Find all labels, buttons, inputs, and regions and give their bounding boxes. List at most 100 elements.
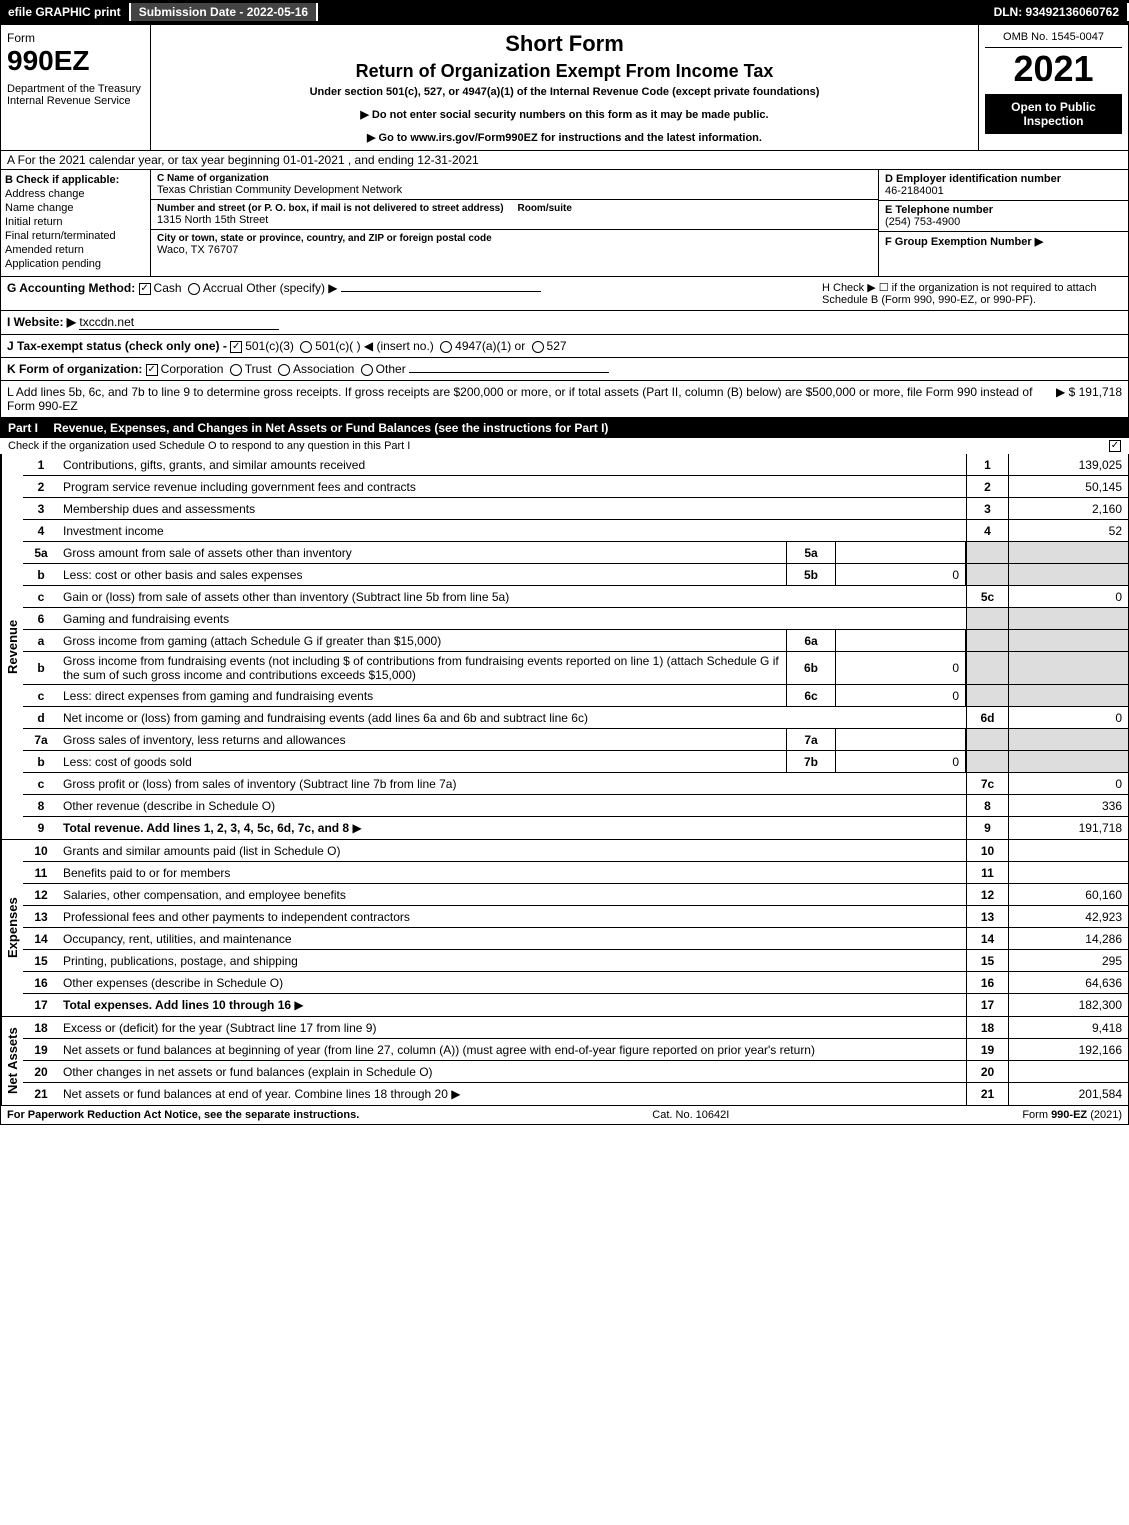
submission-date: Submission Date - 2022-05-16 bbox=[131, 3, 318, 21]
line-5c: cGain or (loss) from sale of assets othe… bbox=[23, 586, 1128, 608]
e-label: E Telephone number bbox=[885, 204, 1122, 216]
line-18: 18Excess or (deficit) for the year (Subt… bbox=[23, 1017, 1128, 1039]
line-6a: aGross income from gaming (attach Schedu… bbox=[23, 630, 1128, 652]
cat-net-assets: Net Assets bbox=[1, 1017, 23, 1105]
other-org-input[interactable] bbox=[409, 372, 609, 373]
row-j-tax-exempt: J Tax-exempt status (check only one) - ✓… bbox=[0, 335, 1129, 358]
part1-subheader: Check if the organization used Schedule … bbox=[0, 438, 1129, 454]
line-6: 6Gaming and fundraising events bbox=[23, 608, 1128, 630]
title-return: Return of Organization Exempt From Incom… bbox=[157, 61, 972, 82]
row-l-gross-receipts: L Add lines 5b, 6c, and 7b to line 9 to … bbox=[0, 381, 1129, 418]
cb-association[interactable] bbox=[278, 364, 290, 376]
col-d-e-f: D Employer identification number 46-2184… bbox=[878, 170, 1128, 276]
dln: DLN: 93492136060762 bbox=[986, 3, 1129, 21]
omb-number: OMB No. 1545-0047 bbox=[985, 31, 1122, 48]
line-4: 4Investment income452 bbox=[23, 520, 1128, 542]
line-11: 11Benefits paid to or for members11 bbox=[23, 862, 1128, 884]
cb-name-change[interactable]: Name change bbox=[5, 202, 146, 214]
title-short-form: Short Form bbox=[157, 31, 972, 57]
note-link[interactable]: ▶ Go to www.irs.gov/Form990EZ for instru… bbox=[157, 131, 972, 144]
line-1: 1Contributions, gifts, grants, and simil… bbox=[23, 454, 1128, 476]
org-address: 1315 North 15th Street bbox=[157, 214, 872, 226]
cb-501c3[interactable]: ✓ bbox=[230, 341, 242, 353]
form-header: Form 990EZ Department of the Treasury In… bbox=[0, 24, 1129, 151]
website-value[interactable]: txccdn.net bbox=[79, 315, 279, 330]
row-k-org-form: K Form of organization: ✓Corporation Tru… bbox=[0, 358, 1129, 381]
line-5b: bLess: cost or other basis and sales exp… bbox=[23, 564, 1128, 586]
part1-header: Part I Revenue, Expenses, and Changes in… bbox=[0, 418, 1129, 438]
form-number: 990EZ bbox=[7, 45, 144, 77]
line-13: 13Professional fees and other payments t… bbox=[23, 906, 1128, 928]
note-ssn: ▶ Do not enter social security numbers o… bbox=[157, 108, 972, 121]
row-a-calendar-year: A For the 2021 calendar year, or tax yea… bbox=[0, 151, 1129, 170]
cb-cash[interactable]: ✓ bbox=[139, 283, 151, 295]
cb-4947[interactable] bbox=[440, 341, 452, 353]
line-6b: bGross income from fundraising events (n… bbox=[23, 652, 1128, 685]
line-17: 17Total expenses. Add lines 10 through 1… bbox=[23, 994, 1128, 1016]
c-name-label: C Name of organization bbox=[157, 173, 872, 184]
row-g-h: G Accounting Method: ✓Cash Accrual Other… bbox=[0, 277, 1129, 311]
org-city: Waco, TX 76707 bbox=[157, 244, 872, 256]
line-16: 16Other expenses (describe in Schedule O… bbox=[23, 972, 1128, 994]
line-14: 14Occupancy, rent, utilities, and mainte… bbox=[23, 928, 1128, 950]
cb-corporation[interactable]: ✓ bbox=[146, 364, 158, 376]
line-6c: cLess: direct expenses from gaming and f… bbox=[23, 685, 1128, 707]
col-c-org-info: C Name of organization Texas Christian C… bbox=[151, 170, 878, 276]
open-to-public: Open to Public Inspection bbox=[985, 94, 1122, 134]
footer-paperwork: For Paperwork Reduction Act Notice, see … bbox=[7, 1109, 359, 1121]
cat-expenses: Expenses bbox=[1, 840, 23, 1016]
form-label: Form bbox=[7, 31, 144, 45]
cat-revenue: Revenue bbox=[1, 454, 23, 839]
section-b-c-d-e-f: B Check if applicable: Address change Na… bbox=[0, 170, 1129, 277]
line-2: 2Program service revenue including gover… bbox=[23, 476, 1128, 498]
cb-final-return[interactable]: Final return/terminated bbox=[5, 230, 146, 242]
line-6d: dNet income or (loss) from gaming and fu… bbox=[23, 707, 1128, 729]
subtitle: Under section 501(c), 527, or 4947(a)(1)… bbox=[157, 86, 972, 98]
cb-accrual[interactable] bbox=[188, 283, 200, 295]
c-addr-label: Number and street (or P. O. box, if mail… bbox=[157, 203, 872, 214]
line-20: 20Other changes in net assets or fund ba… bbox=[23, 1061, 1128, 1083]
cb-527[interactable] bbox=[532, 341, 544, 353]
d-label: D Employer identification number bbox=[885, 173, 1122, 185]
line-19: 19Net assets or fund balances at beginni… bbox=[23, 1039, 1128, 1061]
cb-trust[interactable] bbox=[230, 364, 242, 376]
cb-amended-return[interactable]: Amended return bbox=[5, 244, 146, 256]
line-7a: 7aGross sales of inventory, less returns… bbox=[23, 729, 1128, 751]
f-label: F Group Exemption Number ▶ bbox=[885, 235, 1122, 248]
h-text: H Check ▶ ☐ if the organization is not r… bbox=[822, 281, 1122, 306]
cb-501c[interactable] bbox=[300, 341, 312, 353]
other-specify-input[interactable] bbox=[341, 291, 541, 292]
line-9: 9Total revenue. Add lines 1, 2, 3, 4, 5c… bbox=[23, 817, 1128, 839]
col-b-checkboxes: B Check if applicable: Address change Na… bbox=[1, 170, 151, 276]
l-amount: ▶ $ 191,718 bbox=[1056, 385, 1122, 413]
g-label: G Accounting Method: bbox=[7, 281, 135, 295]
line-12: 12Salaries, other compensation, and empl… bbox=[23, 884, 1128, 906]
row-i-website: I Website: ▶ txccdn.net bbox=[0, 311, 1129, 335]
tax-year: 2021 bbox=[985, 48, 1122, 90]
line-3: 3Membership dues and assessments32,160 bbox=[23, 498, 1128, 520]
part1-table: Revenue 1Contributions, gifts, grants, a… bbox=[0, 454, 1129, 1106]
line-15: 15Printing, publications, postage, and s… bbox=[23, 950, 1128, 972]
line-10: 10Grants and similar amounts paid (list … bbox=[23, 840, 1128, 862]
b-header: B Check if applicable: bbox=[5, 174, 146, 186]
footer-catno: Cat. No. 10642I bbox=[359, 1109, 1022, 1121]
cb-schedule-o[interactable]: ✓ bbox=[1109, 440, 1121, 452]
line-7b: bLess: cost of goods sold7b0 bbox=[23, 751, 1128, 773]
cb-initial-return[interactable]: Initial return bbox=[5, 216, 146, 228]
line-8: 8Other revenue (describe in Schedule O)8… bbox=[23, 795, 1128, 817]
cb-address-change[interactable]: Address change bbox=[5, 188, 146, 200]
org-name: Texas Christian Community Development Ne… bbox=[157, 184, 872, 196]
page-footer: For Paperwork Reduction Act Notice, see … bbox=[0, 1106, 1129, 1125]
line-5a: 5aGross amount from sale of assets other… bbox=[23, 542, 1128, 564]
line-7c: cGross profit or (loss) from sales of in… bbox=[23, 773, 1128, 795]
top-bar: efile GRAPHIC print Submission Date - 20… bbox=[0, 0, 1129, 24]
footer-form-ref: Form 990-EZ (2021) bbox=[1022, 1109, 1122, 1121]
c-city-label: City or town, state or province, country… bbox=[157, 233, 872, 244]
ein-value: 46-2184001 bbox=[885, 185, 1122, 197]
phone-value: (254) 753-4900 bbox=[885, 216, 1122, 228]
cb-application-pending[interactable]: Application pending bbox=[5, 258, 146, 270]
efile-print[interactable]: efile GRAPHIC print bbox=[0, 3, 131, 21]
dept-treasury: Department of the Treasury Internal Reve… bbox=[7, 83, 144, 107]
line-21: 21Net assets or fund balances at end of … bbox=[23, 1083, 1128, 1105]
cb-other[interactable] bbox=[361, 364, 373, 376]
